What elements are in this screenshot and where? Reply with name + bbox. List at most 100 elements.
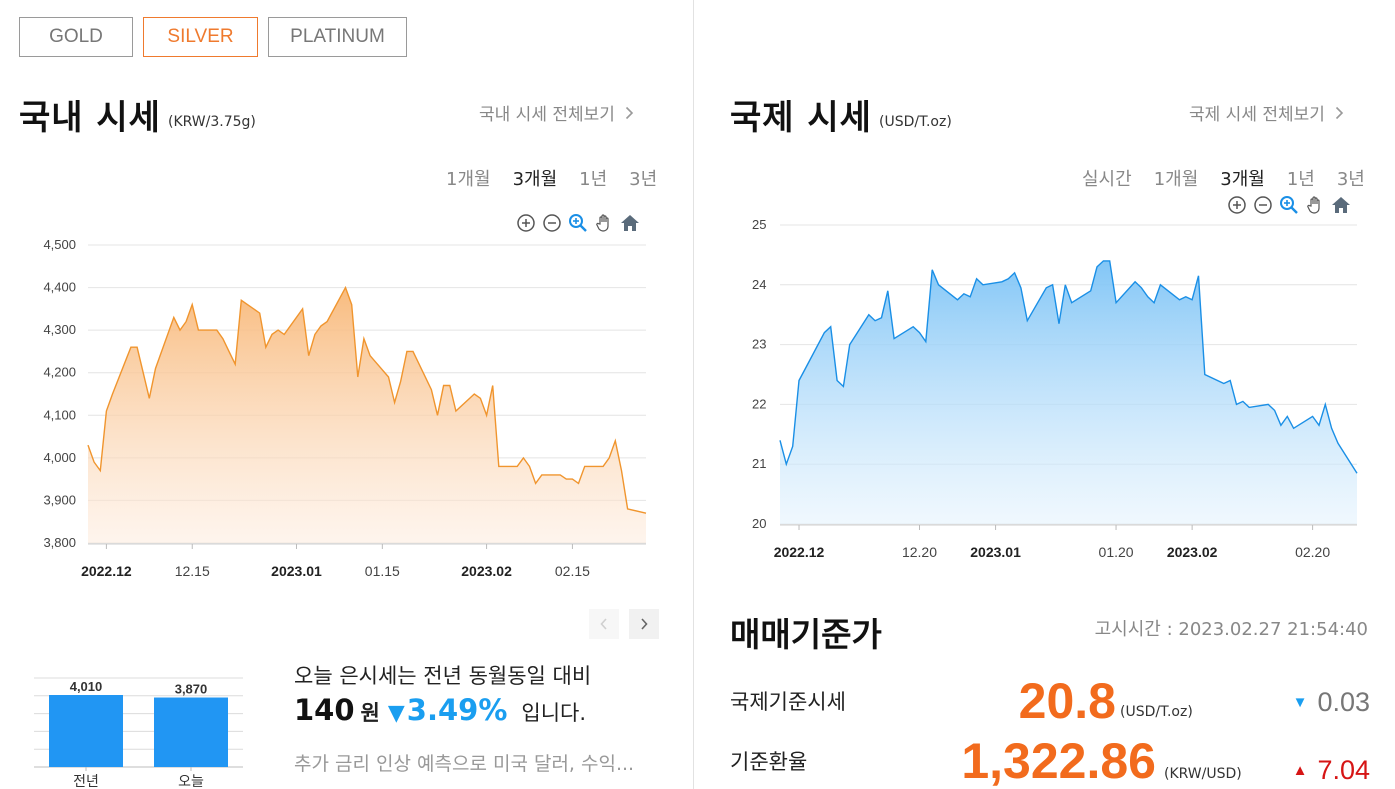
y-tick-label: 4,100: [43, 407, 76, 422]
y-tick-label: 20: [752, 516, 766, 531]
x-tick-label: 2023.02: [1167, 544, 1218, 560]
pan-hand-icon[interactable]: [594, 213, 614, 233]
international-price-chart: 25 24 23 22 21 20 2022.12 12.20 2023.01 01.20 2023…: [752, 217, 1358, 560]
news-teaser-link[interactable]: 추가 금리 인상 예측으로 미국 달러, 수익...: [294, 753, 635, 775]
bar-category-label: 오늘: [178, 773, 204, 789]
diff-tail: 입니다.: [521, 701, 587, 725]
diff-amount: 140: [294, 693, 355, 727]
international-unit: (USD/T.oz): [879, 114, 952, 130]
rate-label: 국제기준시세: [730, 690, 846, 714]
zoom-in-icon[interactable]: [516, 213, 536, 233]
international-chart-toolbar: [1227, 195, 1351, 215]
bar-category-label: 전년: [73, 773, 99, 789]
bar: [154, 697, 228, 767]
y-tick-label: 4,400: [43, 280, 76, 295]
x-tick-label: 2023.02: [461, 563, 512, 579]
base-price-title: 매매기준가: [730, 615, 882, 654]
tab-gold[interactable]: GOLD: [19, 17, 133, 57]
rate-row-international: 국제기준시세 20.8 (USD/T.oz) ▼ 0.03: [730, 673, 1370, 729]
rate-value: 1,322.86: [961, 733, 1156, 789]
x-tick-label: 01.15: [365, 563, 400, 579]
x-tick-label: 02.20: [1295, 544, 1330, 560]
tab-1year[interactable]: 1년: [579, 169, 608, 190]
next-button[interactable]: [629, 609, 659, 639]
y-tick-label: 23: [752, 337, 766, 352]
domestic-period-tabs: 1개월 3개월 1년 3년: [446, 165, 657, 191]
rate-unit: (KRW/USD): [1164, 766, 1242, 782]
rate-row-exchange: 기준환율 1,322.86 (KRW/USD) ▲ 7.04: [730, 733, 1370, 789]
zoom-out-icon[interactable]: [542, 213, 562, 233]
y-tick-label: 3,800: [43, 535, 76, 550]
prev-button[interactable]: [589, 609, 619, 639]
rate-value: 20.8: [1018, 673, 1116, 729]
rate-unit: (USD/T.oz): [1120, 704, 1193, 720]
price-area-fill: [780, 260, 1357, 524]
zoom-in-icon[interactable]: [1227, 195, 1247, 215]
x-tick-label: 12.20: [902, 544, 937, 560]
tab-3years[interactable]: 3년: [1336, 169, 1365, 190]
international-title: 국제 시세: [730, 98, 872, 138]
international-period-tabs: 실시간 1개월 3개월 1년 3년: [1082, 165, 1365, 191]
x-tick-label: 2022.12: [81, 563, 132, 579]
rate-change: ▼ 0.03: [1293, 687, 1370, 718]
pan-hand-icon[interactable]: [1305, 195, 1325, 215]
comparison-detail: 140 원 ▼ 3.49% 입니다.: [294, 693, 586, 727]
international-view-all-link[interactable]: 국제 시세 전체보기: [1189, 100, 1344, 125]
y-tick-label: 22: [752, 396, 766, 411]
bar-data-label: 3,870: [175, 682, 208, 697]
domestic-chart-toolbar: [516, 213, 640, 233]
rate-change-value: 0.03: [1317, 687, 1370, 717]
tab-1month[interactable]: 1개월: [446, 169, 491, 190]
price-area-fill: [88, 287, 646, 543]
bar-data-label: 4,010: [70, 679, 103, 694]
x-tick-label: 12.15: [175, 563, 210, 579]
home-icon[interactable]: [620, 213, 640, 233]
tab-silver[interactable]: SILVER: [143, 17, 258, 57]
tab-1year[interactable]: 1년: [1286, 169, 1315, 190]
y-tick-label: 4,200: [43, 365, 76, 380]
y-tick-label: 4,300: [43, 322, 76, 337]
domestic-price-chart: 4,500 4,400 4,300 4,200 4,100 4,000 3,900 3,800…: [43, 237, 647, 579]
y-tick-label: 3,900: [43, 492, 76, 507]
tab-1month[interactable]: 1개월: [1153, 169, 1199, 190]
rate-label: 기준환율: [730, 750, 808, 774]
tab-realtime[interactable]: 실시간: [1082, 169, 1132, 190]
x-tick-label: 01.20: [1099, 544, 1134, 560]
x-tick-label: 2022.12: [774, 544, 825, 560]
x-tick-label: 2023.01: [271, 563, 322, 579]
y-tick-label: 4,000: [43, 450, 76, 465]
tab-3months[interactable]: 3개월: [512, 169, 558, 190]
y-tick-label: 21: [752, 456, 766, 471]
notice-time: 고시시간 : 2023.02.27 21:54:40: [1094, 619, 1368, 640]
y-tick-label: 4,500: [43, 237, 76, 252]
domestic-unit: (KRW/3.75g): [168, 114, 256, 130]
down-arrow-icon: ▼: [387, 701, 405, 726]
up-arrow-icon: ▲: [1292, 762, 1308, 779]
home-icon[interactable]: [1331, 195, 1351, 215]
rate-change: ▲ 7.04: [1293, 755, 1370, 786]
chevron-right-icon: [1335, 105, 1344, 125]
year-compare-bar-chart: 4,010 전년 3,870 오늘: [34, 677, 243, 789]
y-tick-label: 25: [752, 217, 766, 232]
price-line: [87, 285, 647, 514]
chevron-left-icon: [600, 618, 607, 630]
metal-tabs: GOLD SILVER PLATINUM: [19, 17, 407, 57]
tab-platinum[interactable]: PLATINUM: [268, 17, 407, 57]
rate-change-value: 7.04: [1317, 755, 1370, 785]
y-tick-label: 24: [752, 277, 766, 292]
international-view-all-label: 국제 시세 전체보기: [1189, 105, 1325, 125]
magnifier-icon[interactable]: [568, 213, 588, 233]
diff-percent: 3.49%: [406, 693, 508, 727]
diff-unit: 원: [360, 701, 380, 725]
domestic-view-all-link[interactable]: 국내 시세 전체보기: [479, 100, 634, 125]
chevron-right-icon: [625, 105, 634, 125]
down-arrow-icon: ▼: [1292, 694, 1308, 711]
tab-3years[interactable]: 3년: [629, 169, 658, 190]
zoom-out-icon[interactable]: [1253, 195, 1273, 215]
x-tick-label: 02.15: [555, 563, 590, 579]
magnifier-icon[interactable]: [1279, 195, 1299, 215]
tab-3months[interactable]: 3개월: [1220, 169, 1265, 190]
chevron-right-icon: [641, 618, 648, 630]
x-tick-label: 2023.01: [970, 544, 1021, 560]
price-line: [779, 260, 1358, 474]
